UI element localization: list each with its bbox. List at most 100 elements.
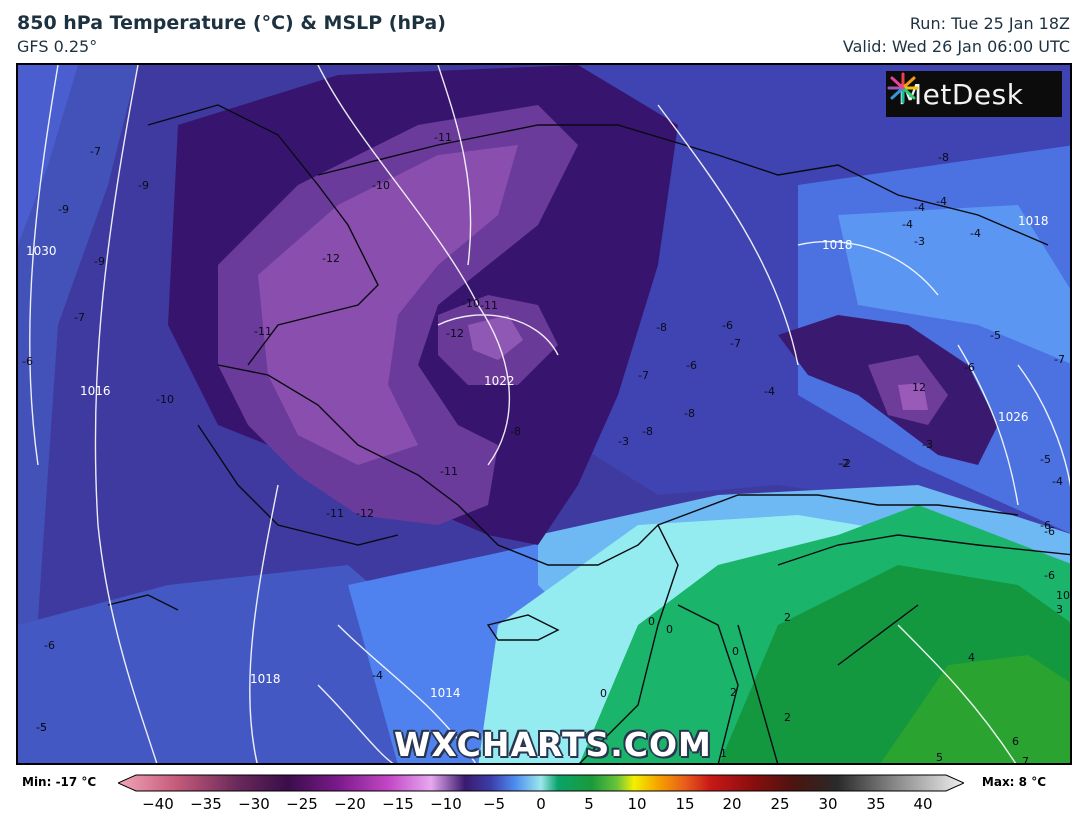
watermark: WXCHARTS.COM — [394, 725, 712, 764]
temp-label: 12 — [912, 381, 926, 394]
temp-label: -11 — [480, 299, 498, 312]
temp-label: 10 — [1056, 589, 1070, 602]
metdesk-logo: MetDesk — [886, 71, 1062, 117]
colorbar-tick: −5 — [482, 795, 506, 813]
logo-text: MetDesk — [898, 77, 1024, 111]
colorbar-tick: −30 — [238, 795, 270, 813]
temp-label: -8 — [642, 425, 653, 438]
colorbar-tick: 0 — [536, 795, 546, 813]
temp-label: -7 — [1054, 353, 1065, 366]
run-time: Run: Tue 25 Jan 18Z — [909, 14, 1070, 33]
colorbar-tick: 30 — [818, 795, 838, 813]
temp-label: -4 — [914, 201, 925, 214]
temp-label: -6 — [1044, 569, 1055, 582]
colorbar-tick: 25 — [770, 795, 790, 813]
temp-label: -8 — [684, 407, 695, 420]
isobar-label: 1026 — [998, 410, 1029, 424]
temp-label: -11 — [254, 325, 272, 338]
map-canvas: 1030 1018 1016 1022 1018 1014 1026 1018 … — [18, 65, 1070, 764]
temp-label: -5 — [36, 721, 47, 734]
temp-label: -9 — [138, 179, 149, 192]
colorbar-tick: −15 — [382, 795, 414, 813]
isobar-label: 1014 — [430, 686, 461, 700]
temp-label: 2 — [784, 711, 791, 724]
isobar-label: 1030 — [26, 244, 57, 258]
colorbar-tick: −35 — [190, 795, 222, 813]
temp-label: -6 — [686, 359, 697, 372]
temp-label: -4 — [372, 669, 383, 682]
temp-label: -9 — [58, 203, 69, 216]
isobar-label: 1018 — [822, 238, 853, 252]
colorbar-tick: −25 — [286, 795, 318, 813]
temp-label: -5 — [1040, 453, 1051, 466]
temp-label: -3 — [914, 235, 925, 248]
colorbar-ticks: −40 −35 −30 −25 −20 −15 −10 −5 0 5 10 15… — [0, 795, 1088, 819]
temp-label: -4 — [764, 385, 775, 398]
temp-label: -12 — [356, 507, 374, 520]
temp-label: -2 — [838, 457, 849, 470]
isobar-label: 1018 — [250, 672, 281, 686]
temp-label: 2 — [730, 686, 737, 699]
temperature-labels: -6 -7 -9 -9 -9 -7 -6 -10 -12 -11 -10 -11… — [22, 131, 1070, 764]
temp-label: -6 — [722, 319, 733, 332]
temp-label: 5 — [936, 751, 943, 764]
temp-label: -8 — [510, 425, 521, 438]
isobar-label: 1018 — [1018, 214, 1049, 228]
temp-label: -10 — [372, 179, 390, 192]
temp-label: 0 — [666, 623, 673, 636]
temp-label: -7 — [90, 145, 101, 158]
model-label: GFS 0.25° — [17, 37, 98, 56]
colorbar-tick: 40 — [913, 795, 933, 813]
temp-label: -2 — [840, 457, 851, 470]
temp-label: 0 — [600, 687, 607, 700]
temp-label: 2 — [784, 611, 791, 624]
colorbar-tick: −20 — [334, 795, 366, 813]
temp-label: 3 — [1056, 603, 1063, 616]
chart-title: 850 hPa Temperature (°C) & MSLP (hPa) — [17, 12, 446, 34]
temp-label: 6 — [1012, 735, 1019, 748]
temp-label: -5 — [36, 721, 47, 734]
weather-map[interactable]: 1030 1018 1016 1022 1018 1014 1026 1018 … — [16, 63, 1072, 765]
temp-label: -6 — [44, 639, 55, 652]
temp-label: -5 — [990, 329, 1001, 342]
colorbar-tick: 15 — [675, 795, 695, 813]
temp-label: -6 — [1040, 519, 1051, 532]
temp-label: -3 — [922, 438, 933, 451]
colorbar — [118, 774, 964, 792]
colorbar-tick: −10 — [430, 795, 462, 813]
temp-label: 1 — [720, 747, 727, 760]
temp-label: -7 — [638, 369, 649, 382]
temp-label: -12 — [446, 327, 464, 340]
temp-label: -4 — [936, 195, 947, 208]
temp-label: 0 — [648, 615, 655, 628]
temp-label: 4 — [968, 651, 975, 664]
colorbar-tick: 35 — [866, 795, 886, 813]
colorbar-tick: 10 — [627, 795, 647, 813]
temp-label: -7 — [74, 311, 85, 324]
temp-label: 0 — [732, 645, 739, 658]
temp-label: -7 — [730, 337, 741, 350]
temp-label: -4 — [902, 218, 913, 231]
colorbar-max-label: Max: 8 °C — [981, 775, 1046, 789]
colorbar-tick: −40 — [142, 795, 174, 813]
temp-label: -10 — [156, 393, 174, 406]
colorbar-min-label: Min: -17 °C — [22, 775, 97, 789]
isobar-label: 1016 — [80, 384, 111, 398]
starburst-logo-icon — [887, 72, 919, 104]
temp-label: -12 — [322, 252, 340, 265]
temp-label: -4 — [1052, 475, 1063, 488]
temp-label: -6 — [22, 355, 33, 368]
temp-label: -8 — [656, 321, 667, 334]
temp-label: -6 — [964, 361, 975, 374]
colorbar-tick: 5 — [584, 795, 594, 813]
temp-label: -11 — [434, 131, 452, 144]
temp-label: -9 — [94, 255, 105, 268]
temp-label: -6 — [1044, 525, 1055, 538]
valid-time: Valid: Wed 26 Jan 06:00 UTC — [842, 37, 1070, 56]
temp-label: -3 — [618, 435, 629, 448]
temp-label: -10 — [462, 297, 480, 310]
isobar-label: 1022 — [484, 374, 515, 388]
temp-label: -11 — [326, 507, 344, 520]
colorbar-tick: 20 — [722, 795, 742, 813]
temp-label: -11 — [440, 465, 458, 478]
